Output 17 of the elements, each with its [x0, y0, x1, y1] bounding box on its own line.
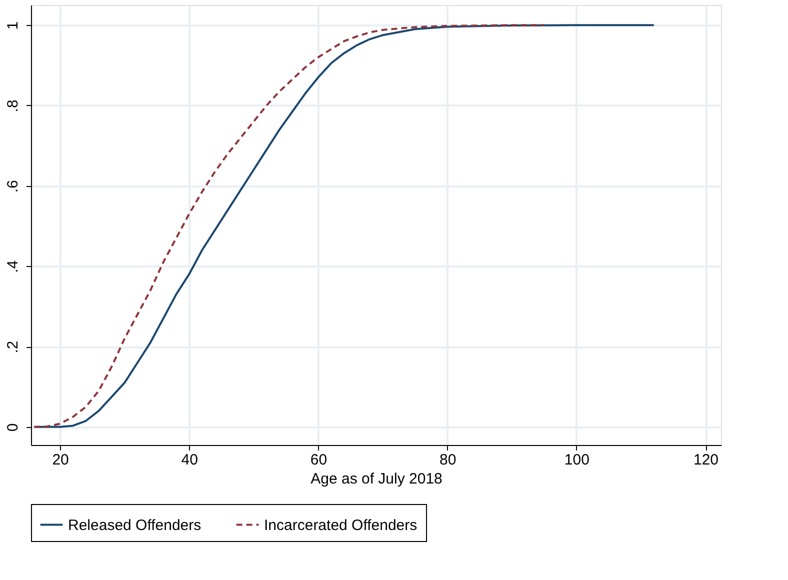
x-tick-label: 60	[310, 452, 328, 468]
y-tick-label: 0	[4, 423, 22, 432]
y-tick-label: .6	[4, 180, 22, 193]
line-series	[33, 24, 655, 428]
y-tick-label: 1	[4, 21, 22, 30]
x-tick-label: 40	[181, 452, 198, 468]
x-tick-label: 80	[439, 452, 456, 468]
y-tick-label: .8	[4, 100, 22, 112]
line-series	[33, 24, 546, 428]
x-axis-title: Age as of July 2018	[310, 470, 442, 488]
legend-label: Incarcerated Offenders	[264, 516, 418, 534]
x-tick-label: 100	[564, 452, 590, 468]
legend-label: Released Offenders	[68, 516, 202, 534]
x-tick-label: 20	[52, 452, 69, 468]
y-tick-label: .2	[4, 340, 22, 354]
y-tick-label: .4	[4, 260, 22, 273]
x-tick-label: 120	[693, 452, 719, 468]
